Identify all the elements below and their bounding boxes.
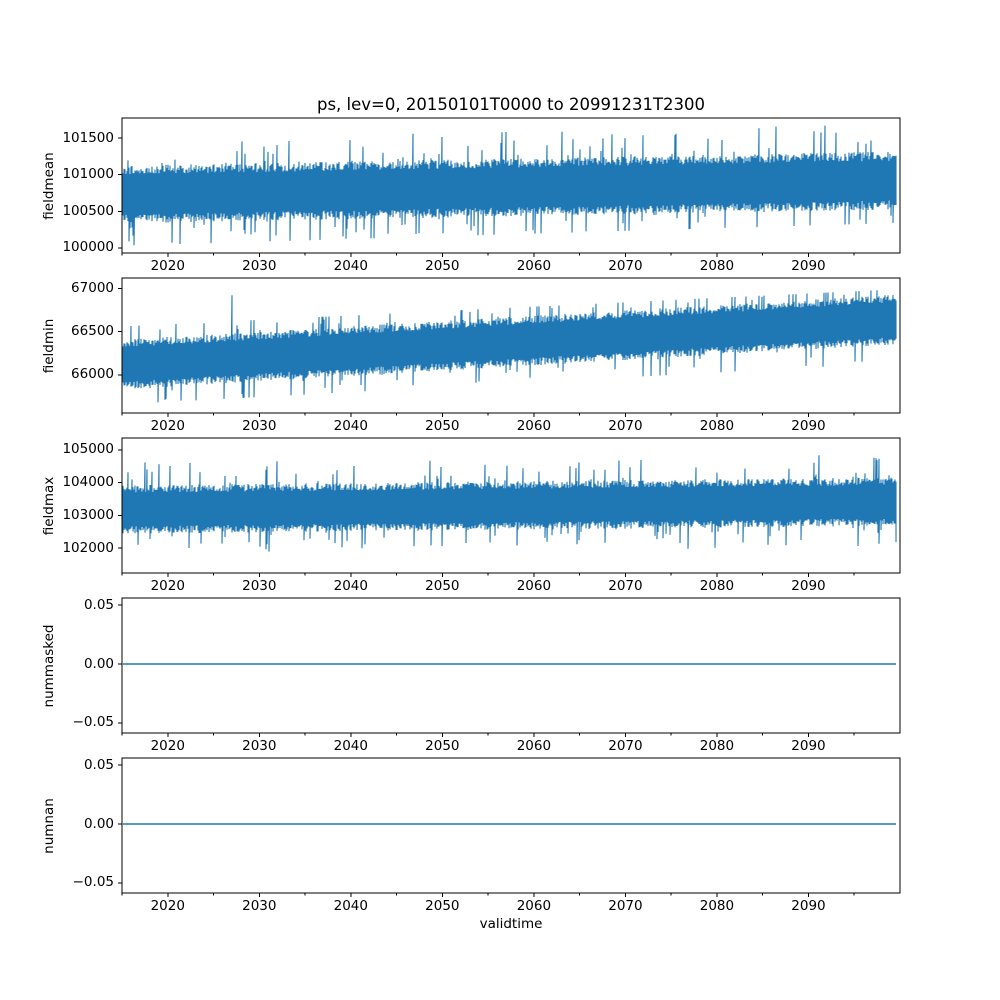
y-tick-label: 101500 xyxy=(62,129,114,146)
series-line-fieldmean xyxy=(122,125,897,246)
x-tick-label: 2090 xyxy=(791,258,826,274)
x-tick-label: 2070 xyxy=(608,418,643,434)
x-tick-label: 2040 xyxy=(333,418,368,434)
x-tick-label: 2060 xyxy=(516,578,552,594)
series-line-fieldmin xyxy=(122,290,897,403)
x-tick-label: 2080 xyxy=(699,418,735,434)
x-tick-label: 2080 xyxy=(699,258,735,274)
x-tick-label: 2070 xyxy=(608,898,643,914)
x-tick-label: 2060 xyxy=(516,898,552,914)
y-tick-label: 0.00 xyxy=(83,815,114,832)
x-tick-label: 2090 xyxy=(791,578,826,594)
subplot-numnan xyxy=(118,757,901,897)
y-tick-label: 105000 xyxy=(62,441,114,458)
x-tick-label: 2020 xyxy=(150,738,185,754)
x-tick-label: 2070 xyxy=(608,738,643,754)
x-tick-label: 2050 xyxy=(425,738,460,754)
x-tick-label: 2040 xyxy=(333,578,368,594)
x-tick-label: 2040 xyxy=(333,898,368,914)
x-tick-label: 2020 xyxy=(150,418,185,434)
x-tick-label: 2060 xyxy=(516,738,552,754)
x-tick-label: 2070 xyxy=(608,258,643,274)
y-tick-label: 0.05 xyxy=(83,756,114,773)
y-tick-label: −0.05 xyxy=(72,714,114,731)
series-line-fieldmax xyxy=(122,455,897,552)
x-tick-label: 2090 xyxy=(791,418,826,434)
axes-box-fieldmax xyxy=(121,437,901,574)
subplot-fieldmax xyxy=(118,437,901,577)
x-tick-label: 2030 xyxy=(242,738,277,754)
axes-box-numnan xyxy=(121,757,901,894)
y-tick-label: 104000 xyxy=(62,474,114,491)
y-tick-label: 0.00 xyxy=(83,655,114,672)
x-tick-label: 2060 xyxy=(516,418,552,434)
xlabel-validtime: validtime xyxy=(479,916,543,932)
x-tick-label: 2050 xyxy=(425,258,460,274)
x-tick-label: 2050 xyxy=(425,418,460,434)
x-tick-label: 2060 xyxy=(516,258,552,274)
x-tick-label: 2040 xyxy=(333,258,368,274)
y-tick-label: 102000 xyxy=(62,539,114,556)
x-tick-label: 2030 xyxy=(242,578,277,594)
axes-box-fieldmin xyxy=(121,277,901,414)
y-tick-label: 101000 xyxy=(62,166,114,183)
axes-box-nummasked xyxy=(121,597,901,734)
x-tick-label: 2080 xyxy=(699,898,735,914)
x-tick-label: 2020 xyxy=(150,258,185,274)
y-tick-label: −0.05 xyxy=(72,874,114,891)
y-tick-label: 103000 xyxy=(62,506,114,523)
x-tick-label: 2020 xyxy=(150,898,185,914)
x-tick-label: 2070 xyxy=(608,578,643,594)
y-tick-label: 0.05 xyxy=(83,596,114,613)
x-tick-label: 2030 xyxy=(242,898,277,914)
subplot-fieldmin xyxy=(118,277,901,417)
axes-box-fieldmean xyxy=(121,117,901,254)
x-tick-label: 2080 xyxy=(699,578,735,594)
figure-title: ps, lev=0, 20150101T0000 to 20991231T230… xyxy=(316,95,706,114)
x-tick-label: 2050 xyxy=(425,898,460,914)
subplot-nummasked xyxy=(118,597,901,737)
y-tick-label: 66500 xyxy=(71,323,114,340)
y-tick-label: 100000 xyxy=(62,239,114,256)
x-tick-label: 2040 xyxy=(333,738,368,754)
x-tick-label: 2030 xyxy=(242,258,277,274)
y-tick-label: 67000 xyxy=(71,279,114,296)
x-tick-label: 2030 xyxy=(242,418,277,434)
y-tick-label: 66000 xyxy=(71,366,114,383)
y-tick-label: 100500 xyxy=(62,202,114,219)
x-tick-label: 2050 xyxy=(425,578,460,594)
x-tick-label: 2090 xyxy=(791,738,826,754)
x-tick-label: 2090 xyxy=(791,898,826,914)
x-tick-label: 2020 xyxy=(150,578,185,594)
subplot-fieldmean xyxy=(118,117,901,257)
x-tick-label: 2080 xyxy=(699,738,735,754)
